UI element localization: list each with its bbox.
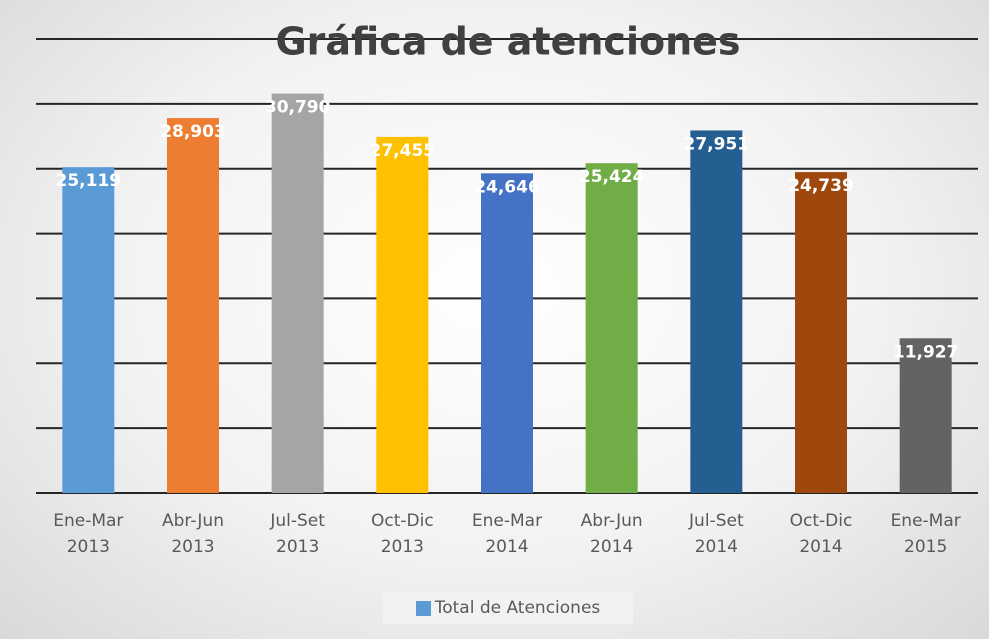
chart-title: Gráfica de atenciones bbox=[275, 20, 740, 64]
data-label: 25,424 bbox=[579, 167, 645, 187]
bar bbox=[481, 173, 533, 494]
bar bbox=[62, 167, 115, 493]
legend-label: Total de Atenciones bbox=[434, 598, 601, 618]
data-label: 27,951 bbox=[684, 134, 750, 154]
bar bbox=[271, 93, 324, 493]
bar bbox=[690, 130, 743, 493]
legend: Total de Atenciones bbox=[383, 592, 633, 624]
x-tick-label: Jul-Set 2013 bbox=[270, 511, 325, 557]
x-tick-label: Ene-Mar 2014 bbox=[471, 511, 543, 557]
data-label: 25,119 bbox=[56, 171, 122, 191]
x-tick-label: Oct-Dic 2013 bbox=[370, 511, 434, 557]
x-tick-label: Oct-Dic 2014 bbox=[789, 511, 853, 557]
bar bbox=[795, 172, 847, 493]
bar bbox=[376, 136, 429, 493]
data-label: 24,739 bbox=[788, 176, 854, 196]
bar bbox=[899, 338, 952, 493]
data-label: 24,646 bbox=[474, 177, 540, 197]
x-tick-label: Jul-Set 2014 bbox=[689, 511, 744, 557]
data-label: 27,455 bbox=[370, 141, 436, 161]
x-tick-label: Abr-Jun 2013 bbox=[162, 511, 224, 557]
data-label: 28,903 bbox=[160, 122, 226, 142]
x-tick-label: Abr-Jun 2014 bbox=[580, 511, 643, 557]
x-tick-label: Ene-Mar 2015 bbox=[890, 511, 961, 557]
bar bbox=[167, 118, 219, 494]
legend-swatch bbox=[415, 600, 431, 616]
bar bbox=[585, 163, 638, 493]
data-label: 30,790 bbox=[265, 98, 331, 118]
data-label: 11,927 bbox=[893, 342, 959, 362]
x-tick-label: Ene-Mar 2013 bbox=[53, 511, 124, 557]
